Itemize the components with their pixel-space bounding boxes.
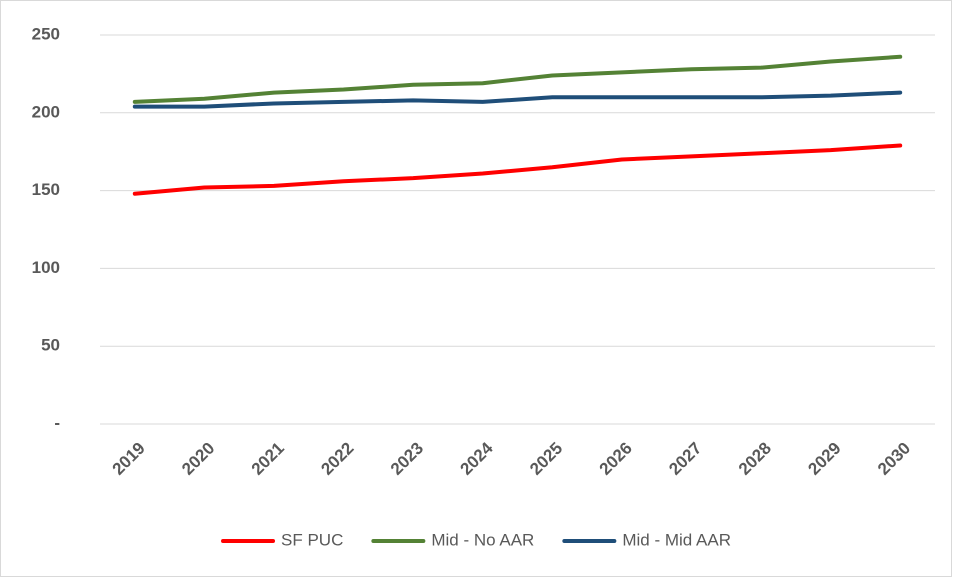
series-line — [132, 90, 903, 109]
y-tick-label: 50 — [41, 336, 60, 355]
y-tick-label: 250 — [32, 24, 60, 43]
y-tick-label: 150 — [32, 180, 60, 199]
y-tick-label: - — [54, 413, 60, 432]
legend-label: Mid - No AAR — [431, 530, 534, 549]
legend-label: SF PUC — [281, 530, 343, 549]
series-line — [132, 54, 903, 104]
legend-label: Mid - Mid AAR — [622, 530, 731, 549]
series-line — [132, 143, 903, 196]
y-tick-label: 100 — [32, 258, 60, 277]
y-tick-label: 200 — [32, 102, 60, 121]
